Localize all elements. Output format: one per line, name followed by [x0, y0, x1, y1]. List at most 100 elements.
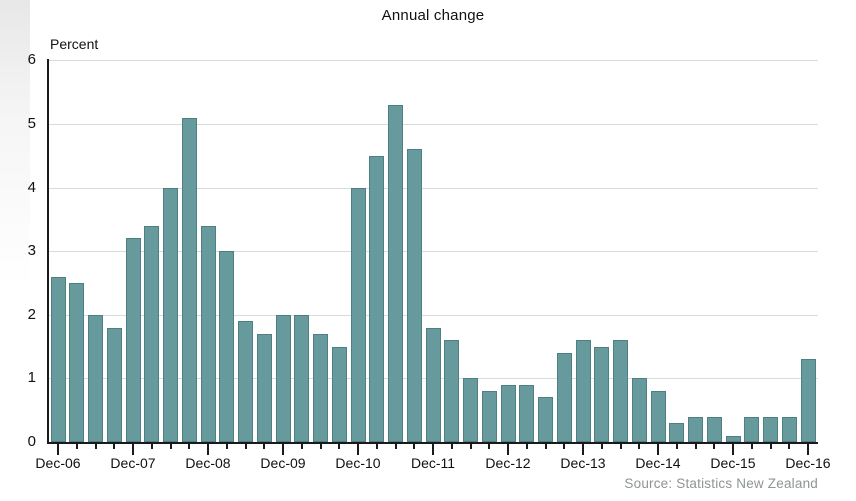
x-axis-tick	[94, 444, 97, 449]
x-axis-tick	[357, 444, 359, 455]
gridline-6	[48, 60, 818, 62]
x-axis-tick	[394, 444, 397, 449]
x-axis-tick	[57, 444, 59, 455]
x-axis-tick	[450, 444, 453, 449]
x-axis-tick	[507, 444, 509, 455]
x-axis-tick	[525, 444, 528, 449]
x-axis-tick	[225, 444, 228, 449]
bar-Jun-14	[613, 340, 628, 442]
x-axis-tick-label: Dec-08	[185, 455, 231, 471]
x-axis-tick	[638, 444, 641, 449]
x-axis-tick	[132, 444, 134, 455]
bar-Jun-11	[388, 104, 403, 442]
bar-Mar-10	[294, 314, 310, 442]
x-axis-tick-label: Dec-09	[260, 455, 306, 471]
x-axis-tick-label: Dec-14	[635, 455, 681, 471]
bar-Dec-15	[725, 435, 741, 442]
bar-Jun-13	[538, 397, 553, 442]
bar-Sep-13	[556, 352, 572, 442]
bar-Sep-12	[481, 391, 497, 442]
y-axis-line	[47, 59, 49, 444]
bar-Dec-09	[275, 314, 291, 442]
bar-Mar-14	[594, 346, 610, 442]
x-axis-tick	[600, 444, 603, 449]
x-axis-tick	[319, 444, 322, 449]
y-axis-unit-label: Percent	[50, 36, 99, 52]
bar-Jun-10	[313, 333, 328, 442]
bar-Jun-09	[238, 321, 253, 442]
bar-Dec-13	[575, 340, 591, 442]
bar-Jun-08	[163, 187, 178, 442]
bar-Jun-07	[88, 314, 103, 442]
x-axis-tick	[75, 444, 78, 449]
source-note: Source: Statistics New Zealand	[624, 476, 818, 491]
bar-Mar-09	[219, 251, 235, 442]
x-axis-tick	[244, 444, 247, 449]
bar-Sep-15	[706, 416, 722, 442]
bar-Jun-15	[688, 416, 703, 442]
x-axis-tick	[713, 444, 716, 449]
x-axis-tick	[338, 444, 341, 449]
bar-Dec-14	[650, 391, 666, 442]
x-axis-tick-label: Dec-10	[335, 455, 381, 471]
x-axis-tick-label: Dec-11	[410, 455, 456, 471]
bar-Sep-16	[781, 416, 797, 442]
bar-Dec-16	[800, 359, 816, 442]
bar-Mar-08	[144, 225, 160, 442]
bar-Sep-09	[256, 333, 272, 442]
bar-Sep-11	[406, 149, 422, 442]
bar-Mar-11	[369, 155, 385, 442]
x-axis-tick	[544, 444, 547, 449]
gridline-2	[48, 314, 818, 316]
x-axis-tick-label: Dec-07	[110, 455, 156, 471]
bar-Dec-10	[350, 187, 366, 442]
x-axis-tick	[619, 444, 622, 449]
x-axis-tick	[769, 444, 772, 449]
bar-Mar-12	[444, 340, 460, 442]
x-axis-tick-label: Dec-12	[485, 455, 531, 471]
bar-Sep-14	[631, 378, 647, 442]
x-axis-tick	[582, 444, 584, 455]
gridline-5	[48, 124, 818, 125]
y-axis-tick-label: 5	[27, 115, 36, 132]
x-axis-tick	[300, 444, 303, 449]
x-axis-tick-label: Dec-06	[35, 455, 81, 471]
y-axis-tick-label: 3	[27, 242, 36, 260]
x-axis-tick	[750, 444, 753, 449]
x-axis-tick-label: Dec-15	[710, 455, 756, 471]
bar-Mar-07	[69, 283, 85, 442]
x-axis-tick	[657, 444, 659, 455]
x-axis-tick	[807, 444, 809, 455]
y-axis-tick-label: 0	[27, 433, 36, 450]
x-axis-tick	[282, 444, 284, 455]
x-axis-tick	[169, 444, 172, 449]
gridline-4	[48, 187, 818, 189]
x-axis-tick	[694, 444, 697, 449]
x-axis-line	[47, 442, 818, 444]
x-axis-tick	[563, 444, 566, 449]
x-axis-tick	[732, 444, 734, 455]
bar-Jun-12	[463, 378, 478, 442]
bar-Mar-13	[519, 384, 535, 442]
bar-Dec-12	[500, 384, 516, 442]
x-axis-tick	[488, 444, 491, 449]
x-axis-tick	[469, 444, 472, 449]
x-axis-tick	[375, 444, 378, 449]
x-axis-tick	[788, 444, 791, 449]
bar-Dec-06	[50, 276, 66, 442]
bar-Mar-15	[669, 422, 685, 442]
x-axis-tick-label: Dec-16	[785, 455, 831, 471]
y-axis-tick-label: 1	[27, 369, 36, 387]
x-axis-tick	[207, 444, 209, 455]
bar-Sep-07	[106, 327, 122, 442]
y-axis-tick-label: 2	[27, 305, 36, 323]
bar-Jun-16	[763, 416, 778, 442]
x-axis-tick-label: Dec-13	[560, 455, 606, 471]
bar-Sep-10	[331, 346, 347, 442]
x-axis-tick	[113, 444, 116, 449]
chart-title: Annual change	[381, 7, 485, 24]
bar-Sep-08	[181, 117, 197, 442]
x-axis-tick	[413, 444, 416, 449]
